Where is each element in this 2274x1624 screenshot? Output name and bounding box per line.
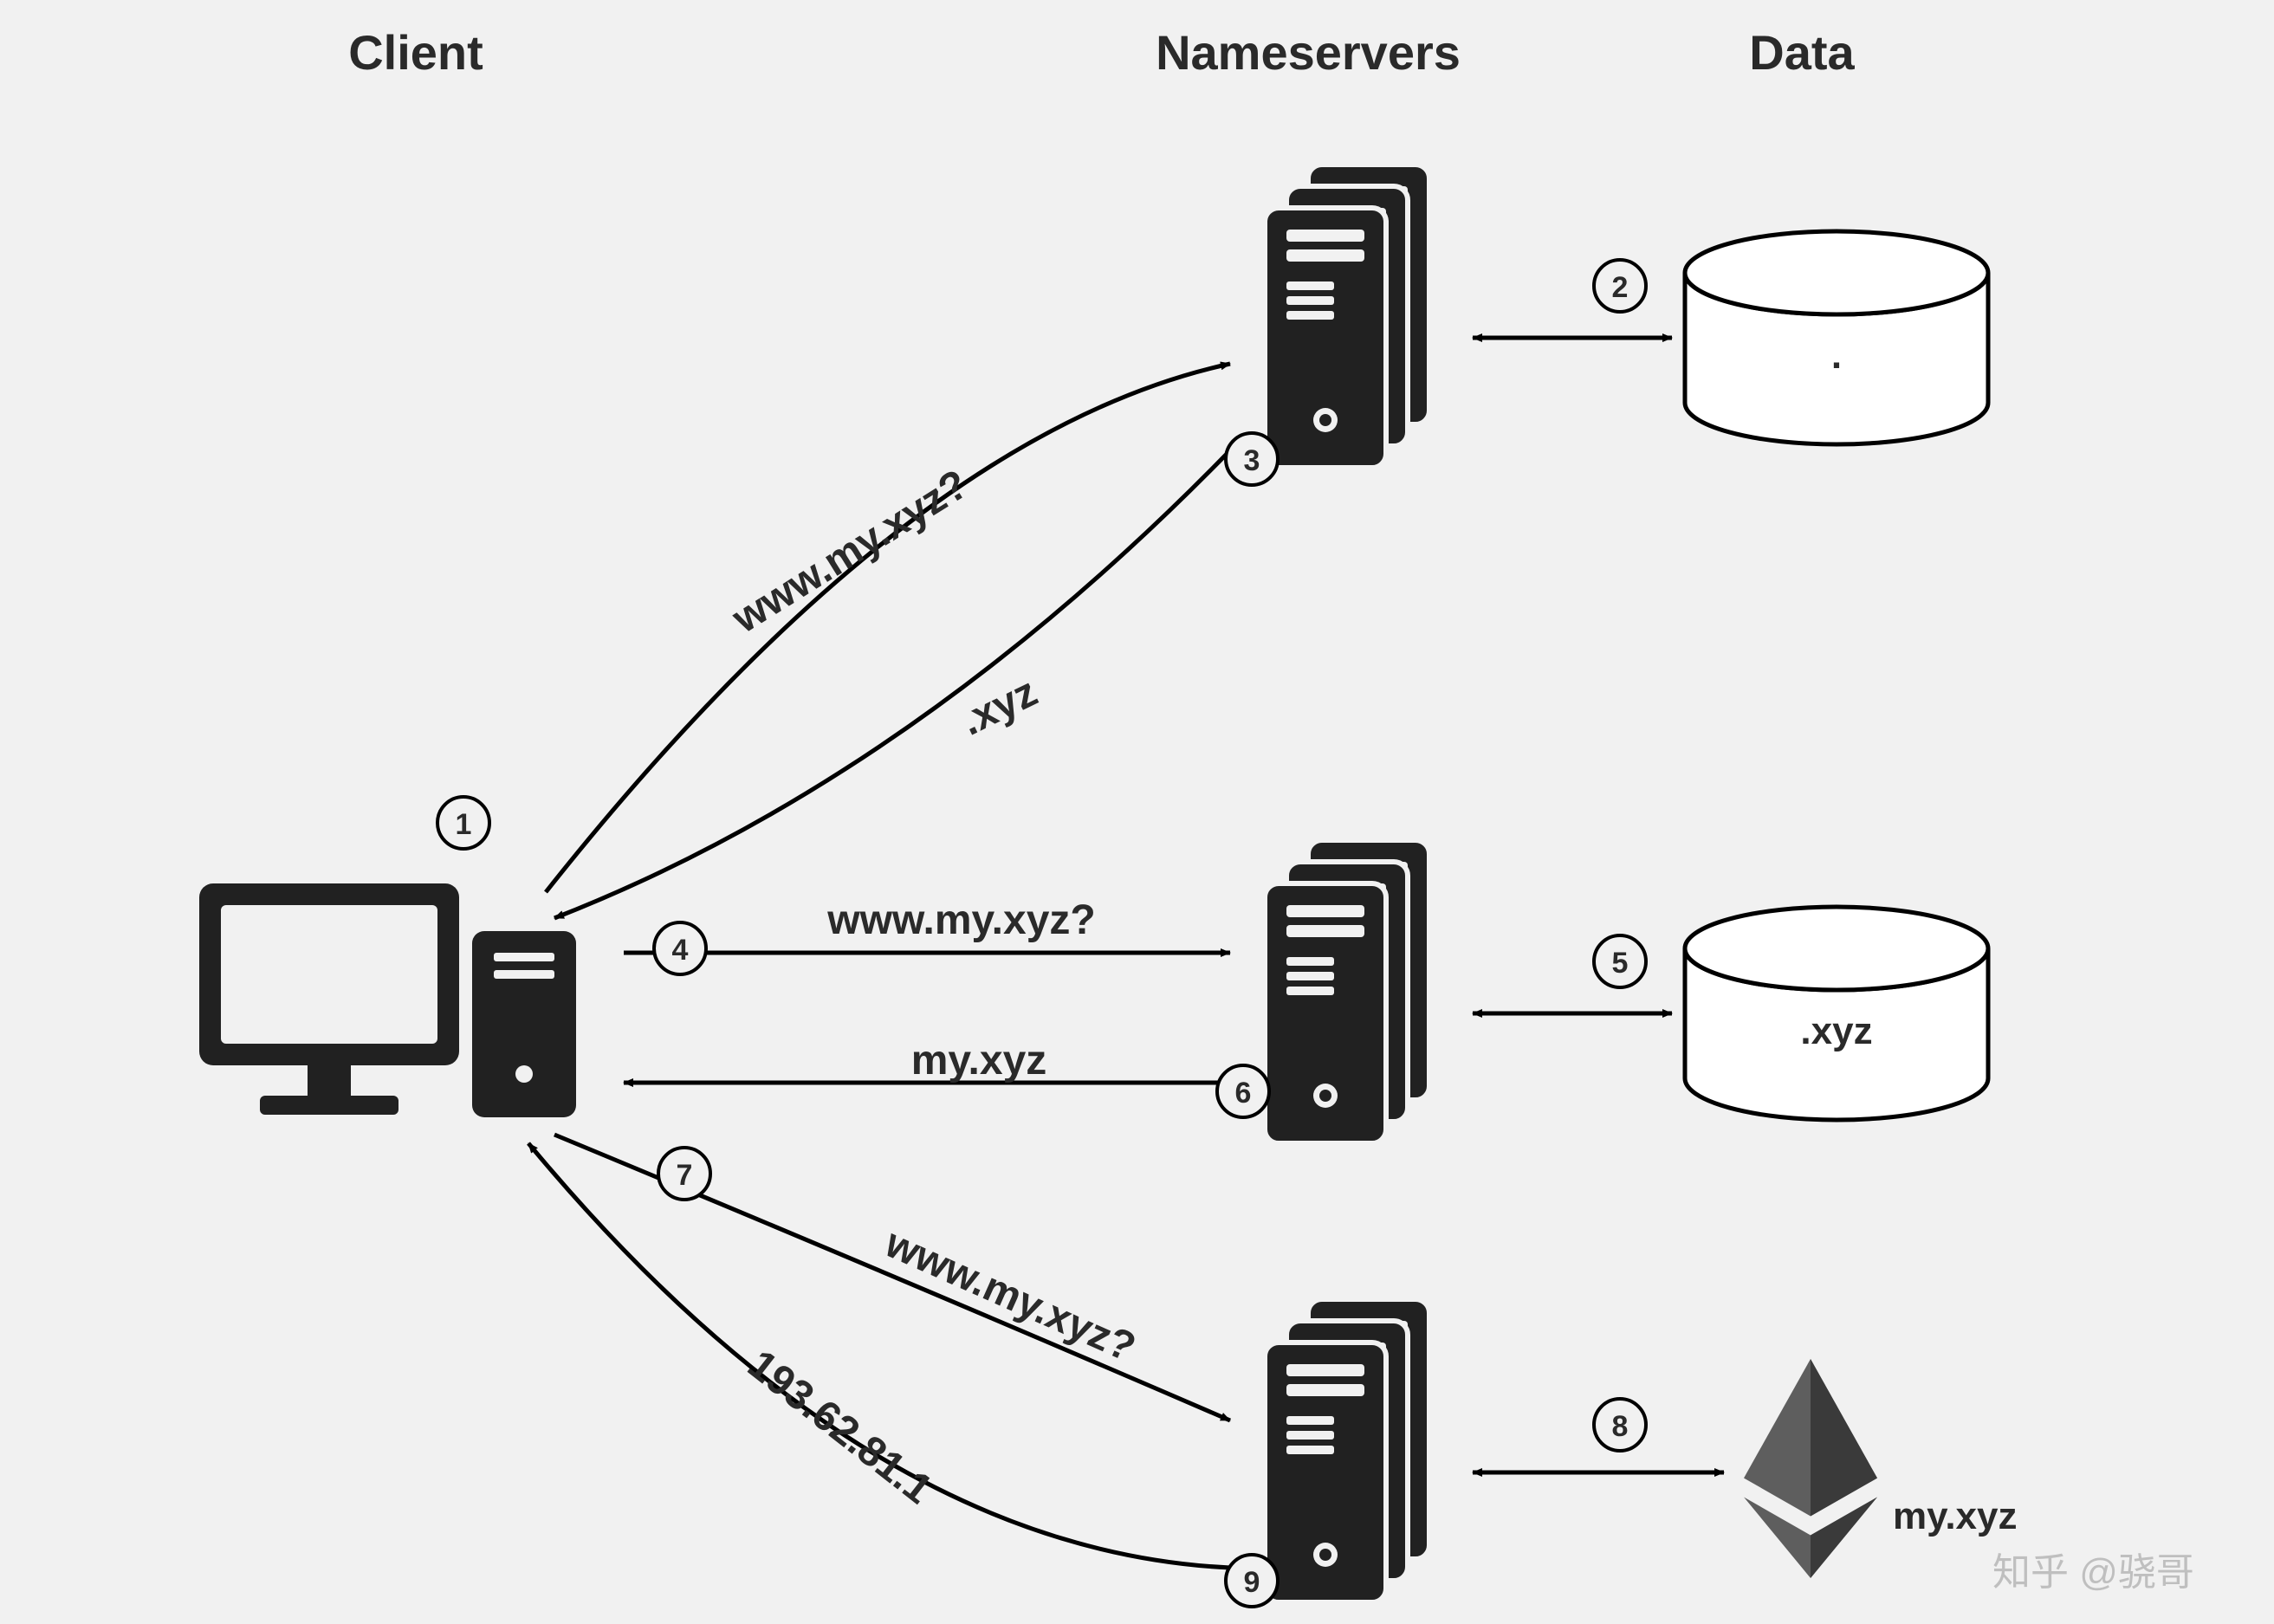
data-cylinder: .xyz xyxy=(1685,907,1988,1120)
cylinder-label: . xyxy=(1831,334,1842,377)
edge-e1 xyxy=(546,364,1230,892)
step-2: 2 xyxy=(1594,260,1646,312)
cylinder-label: .xyz xyxy=(1800,1010,1872,1052)
step-number-7: 7 xyxy=(677,1159,693,1192)
server-stack xyxy=(1265,840,1429,1143)
watermark: 知乎 @骁哥 xyxy=(1992,1551,2194,1594)
step-number-8: 8 xyxy=(1612,1410,1629,1443)
step-8: 8 xyxy=(1594,1399,1646,1451)
step-6: 6 xyxy=(1217,1065,1269,1117)
header-data: Data xyxy=(1749,25,1855,80)
step-number-3: 3 xyxy=(1244,444,1260,477)
step-number-5: 5 xyxy=(1612,947,1629,980)
edge-label-e3: .xyz xyxy=(954,669,1045,744)
edge-label-e1: www.my.xyz? xyxy=(724,461,976,642)
edge-label-e9: 193.62.81.1 xyxy=(739,1342,940,1513)
server-stack xyxy=(1265,1299,1429,1602)
step-5: 5 xyxy=(1594,935,1646,987)
step-7: 7 xyxy=(658,1148,710,1200)
step-number-6: 6 xyxy=(1235,1077,1252,1110)
ethereum-label: my.xyz xyxy=(1893,1495,2018,1537)
step-number-2: 2 xyxy=(1612,271,1629,304)
ethereum-icon: my.xyz xyxy=(1744,1359,2018,1578)
step-number-9: 9 xyxy=(1244,1566,1260,1599)
step-1: 1 xyxy=(437,797,489,849)
step-9: 9 xyxy=(1226,1555,1278,1607)
data-cylinder: . xyxy=(1685,231,1988,444)
step-4: 4 xyxy=(654,922,706,974)
edge-label-e6: my.xyz xyxy=(911,1038,1047,1084)
header-nameservers: Nameservers xyxy=(1156,25,1461,80)
edge-label-e7: www.my.xyz? xyxy=(878,1220,1142,1371)
header-client: Client xyxy=(348,25,483,80)
client-computer xyxy=(199,883,576,1117)
server-stack xyxy=(1265,165,1429,468)
step-number-1: 1 xyxy=(456,808,472,841)
edge-e7 xyxy=(554,1135,1230,1420)
edge-label-e4: www.my.xyz? xyxy=(826,897,1095,943)
step-3: 3 xyxy=(1226,433,1278,485)
step-number-4: 4 xyxy=(672,934,689,967)
